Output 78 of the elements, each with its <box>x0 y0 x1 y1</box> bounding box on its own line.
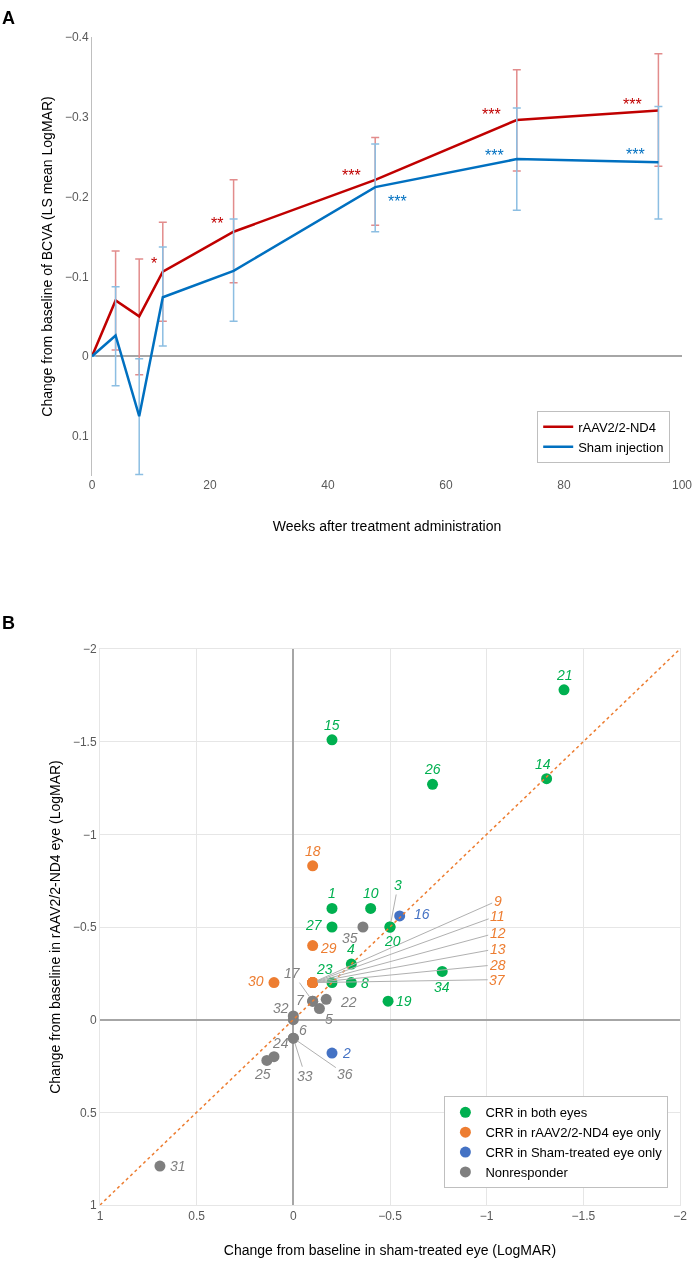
annotation: 10 <box>363 885 379 901</box>
y-tick-label: −1.5 <box>72 734 97 749</box>
annotation: 34 <box>434 979 450 995</box>
x-tick-label: −1.5 <box>571 1209 596 1224</box>
legend-label: CRR in both eyes <box>485 1105 588 1121</box>
annotation: 22 <box>340 994 357 1010</box>
annotation: *** <box>485 147 504 164</box>
y-tick-label: 0 <box>81 349 89 364</box>
y-axis-title: Change from baseline of BCVA (LS mean LogMAR) <box>39 96 56 417</box>
x-tick-label: 60 <box>439 478 453 492</box>
annotation: 26 <box>424 761 441 777</box>
annotation: 11 <box>490 908 505 924</box>
annotation: 8 <box>361 975 369 991</box>
y-tick-label: −0.4 <box>64 30 89 45</box>
x-tick-label: 0 <box>289 1209 297 1224</box>
annotation: * <box>151 255 158 272</box>
x-tick-label: −2 <box>673 1209 688 1224</box>
annotation: *** <box>623 96 642 113</box>
y-axis-title: Change from baseline in rAAV2/2-ND4 eye (LogMAR) <box>47 760 64 1094</box>
y-tick-label: −0.3 <box>64 110 89 125</box>
x-tick-label: 20 <box>203 478 217 492</box>
x-tick-label: 0.5 <box>188 1209 206 1224</box>
annotation: 33 <box>297 1068 313 1084</box>
annotation: 16 <box>414 906 430 922</box>
annotation: 28 <box>489 957 506 973</box>
chart-title: B <box>2 613 15 633</box>
legend-label: Nonresponder <box>485 1165 569 1181</box>
annotation: *** <box>626 146 645 163</box>
x-tick-label: 40 <box>321 478 335 492</box>
legend-label: rAAV2/2-ND4 <box>578 419 656 435</box>
y-tick-label: −1 <box>82 827 97 842</box>
annotation: 9 <box>494 893 502 909</box>
annotation: 29 <box>320 940 337 956</box>
legend-label: CRR in Sham-treated eye only <box>485 1145 663 1161</box>
y-tick-label: −0.2 <box>64 189 89 204</box>
annotation: 35 <box>342 930 358 946</box>
annotation: ** <box>211 215 224 232</box>
chart-title: A <box>2 8 15 28</box>
annotation: 1 <box>328 885 336 901</box>
legend-label: Sham injection <box>578 439 664 455</box>
y-tick-label: −0.5 <box>72 920 97 935</box>
y-tick-label: 0 <box>89 1012 97 1027</box>
annotation: *** <box>342 167 361 184</box>
annotation: 37 <box>489 972 506 988</box>
y-tick-label: −0.1 <box>64 269 89 284</box>
annotation: 18 <box>305 843 321 859</box>
x-tick-label: −0.5 <box>378 1209 403 1224</box>
annotation: 25 <box>254 1066 271 1082</box>
x-tick-label: 100 <box>671 478 693 492</box>
annotation: 19 <box>396 993 412 1009</box>
y-tick-label: 0.5 <box>79 1105 97 1120</box>
annotation: *** <box>482 106 501 123</box>
annotation: 32 <box>273 1000 289 1016</box>
x-axis-title: Change from baseline in sham-treated eye (LogMAR) <box>223 1241 557 1258</box>
annotation: 12 <box>490 925 506 941</box>
annotation: *** <box>388 193 407 210</box>
annotation: 15 <box>324 717 340 733</box>
y-tick-label: 1 <box>89 1198 97 1213</box>
annotation: 21 <box>556 667 573 683</box>
annotation: 36 <box>337 1066 353 1082</box>
annotation: 20 <box>384 933 401 949</box>
annotation: 13 <box>490 941 506 957</box>
annotation: 14 <box>535 756 551 772</box>
x-tick-label: −1 <box>479 1209 494 1224</box>
x-axis-title: Weeks after treatment administration <box>272 518 502 535</box>
annotation: 2 <box>342 1045 351 1061</box>
x-tick-label: 80 <box>557 478 571 492</box>
legend-label: CRR in rAAV2/2-ND4 eye only <box>485 1125 662 1141</box>
y-tick-label: −2 <box>82 642 97 657</box>
annotation: 30 <box>248 973 264 989</box>
annotation: 6 <box>299 1022 307 1038</box>
annotation: 3 <box>394 877 402 893</box>
annotation: 7 <box>296 992 305 1008</box>
annotation: 27 <box>305 917 323 933</box>
annotation: 31 <box>170 1158 186 1174</box>
annotation: 23 <box>316 961 333 977</box>
annotation: 24 <box>272 1035 289 1051</box>
y-tick-label: 0.1 <box>71 429 89 444</box>
